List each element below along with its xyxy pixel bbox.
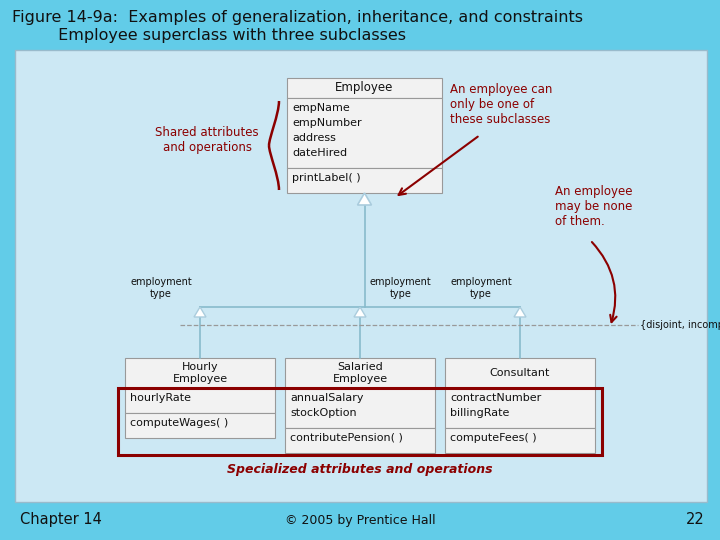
Text: Specialized attributes and operations: Specialized attributes and operations	[228, 463, 492, 476]
Polygon shape	[285, 428, 435, 453]
Polygon shape	[358, 193, 372, 205]
Polygon shape	[445, 388, 595, 428]
Text: printLabel( ): printLabel( )	[292, 173, 361, 183]
Polygon shape	[285, 388, 435, 428]
Text: Shared attributes
and operations: Shared attributes and operations	[156, 126, 259, 154]
Text: billingRate: billingRate	[450, 408, 509, 418]
Text: Employee superclass with three subclasses: Employee superclass with three subclasse…	[12, 28, 406, 43]
Text: contractNumber: contractNumber	[450, 393, 541, 403]
Polygon shape	[15, 50, 707, 502]
Polygon shape	[287, 78, 442, 98]
Polygon shape	[445, 358, 595, 388]
Text: contributePension( ): contributePension( )	[290, 433, 403, 443]
Text: Employee: Employee	[336, 82, 394, 94]
Text: employment
type: employment type	[450, 278, 512, 299]
Text: © 2005 by Prentice Hall: © 2005 by Prentice Hall	[284, 514, 436, 527]
Text: annualSalary: annualSalary	[290, 393, 364, 403]
Text: Salaried
Employee: Salaried Employee	[333, 362, 387, 384]
Text: 22: 22	[686, 512, 705, 527]
Text: empName: empName	[292, 103, 350, 113]
Polygon shape	[125, 413, 275, 438]
Polygon shape	[354, 307, 366, 317]
Polygon shape	[125, 388, 275, 413]
Text: {disjoint, incomplete}: {disjoint, incomplete}	[640, 320, 720, 330]
Text: dateHired: dateHired	[292, 148, 347, 158]
Text: hourlyRate: hourlyRate	[130, 393, 191, 403]
Polygon shape	[285, 358, 435, 388]
Text: employment
type: employment type	[370, 278, 432, 299]
Text: Figure 14-9a:  Examples of generalization, inheritance, and constraints: Figure 14-9a: Examples of generalization…	[12, 10, 583, 25]
Text: Consultant: Consultant	[490, 368, 550, 378]
Polygon shape	[194, 307, 206, 317]
Text: stockOption: stockOption	[290, 408, 356, 418]
Text: An employee
may be none
of them.: An employee may be none of them.	[555, 185, 632, 228]
Text: computeFees( ): computeFees( )	[450, 433, 536, 443]
Text: computeWages( ): computeWages( )	[130, 418, 228, 428]
Polygon shape	[287, 168, 442, 193]
Polygon shape	[287, 98, 442, 168]
Polygon shape	[514, 307, 526, 317]
Text: An employee can
only be one of
these subclasses: An employee can only be one of these sub…	[450, 83, 552, 126]
Text: employment
type: employment type	[130, 278, 192, 299]
Text: empNumber: empNumber	[292, 118, 361, 128]
Text: address: address	[292, 133, 336, 143]
Polygon shape	[125, 358, 275, 388]
Polygon shape	[445, 428, 595, 453]
Text: Chapter 14: Chapter 14	[20, 512, 102, 527]
Text: Hourly
Employee: Hourly Employee	[172, 362, 228, 384]
